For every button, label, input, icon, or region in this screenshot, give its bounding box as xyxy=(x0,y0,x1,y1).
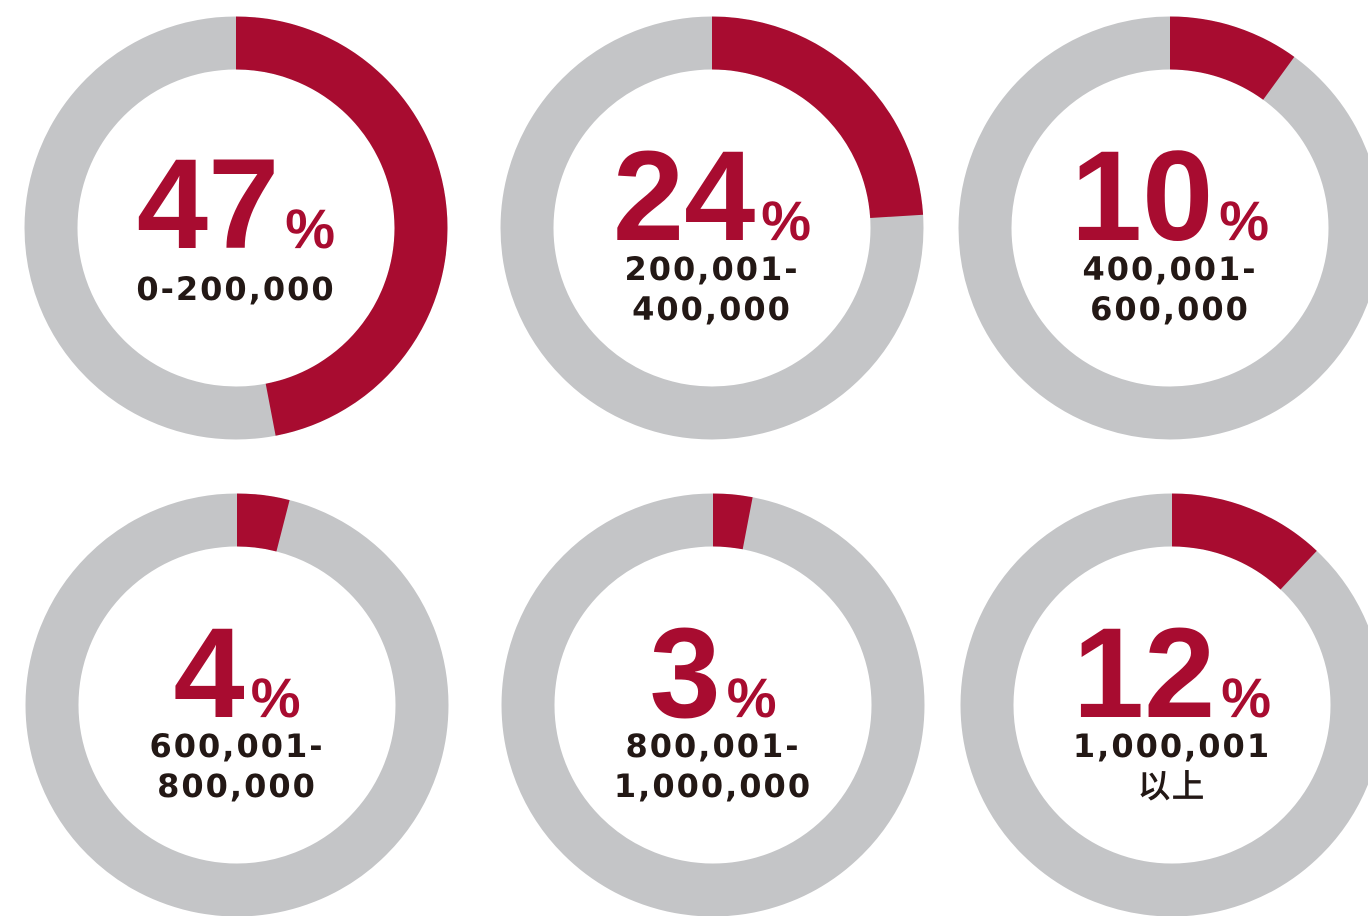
percent-value: 47 xyxy=(137,133,279,276)
range-label: 以上 xyxy=(1138,767,1206,805)
percent-unit: % xyxy=(727,666,777,729)
percent-value: 3 xyxy=(650,602,721,745)
percent-unit: % xyxy=(251,666,301,729)
percent-label: 47% xyxy=(137,133,335,276)
percent-label: 12% xyxy=(1073,602,1271,745)
range-label: 400,000 xyxy=(632,290,792,328)
percent-label: 10% xyxy=(1071,125,1269,268)
percent-unit: % xyxy=(1221,666,1271,729)
percent-unit: % xyxy=(285,197,335,260)
range-label: 200,001- xyxy=(624,250,799,288)
range-label: 800,001- xyxy=(625,727,800,765)
percent-value: 12 xyxy=(1073,602,1215,745)
percent-value: 24 xyxy=(613,125,755,268)
donut-segment xyxy=(711,16,924,219)
percent-unit: % xyxy=(761,189,811,252)
range-label: 1,000,001 xyxy=(1073,727,1271,765)
donut-segment xyxy=(235,16,448,436)
percent-value: 10 xyxy=(1071,125,1213,268)
range-label: 400,001- xyxy=(1082,250,1257,288)
donut-segment xyxy=(1169,16,1295,101)
range-label: 600,001- xyxy=(149,727,324,765)
donut-segment xyxy=(1171,493,1317,590)
donut-segment xyxy=(236,493,290,552)
donut-segment xyxy=(712,493,753,550)
range-label: 600,000 xyxy=(1090,290,1250,328)
range-label: 1,000,000 xyxy=(614,767,812,805)
percent-label: 3% xyxy=(650,602,777,745)
range-label: 0-200,000 xyxy=(136,270,335,308)
percent-label: 4% xyxy=(174,602,301,745)
percent-unit: % xyxy=(1219,189,1269,252)
percent-value: 4 xyxy=(174,602,245,745)
range-label: 800,000 xyxy=(157,767,317,805)
percent-label: 24% xyxy=(613,125,811,268)
